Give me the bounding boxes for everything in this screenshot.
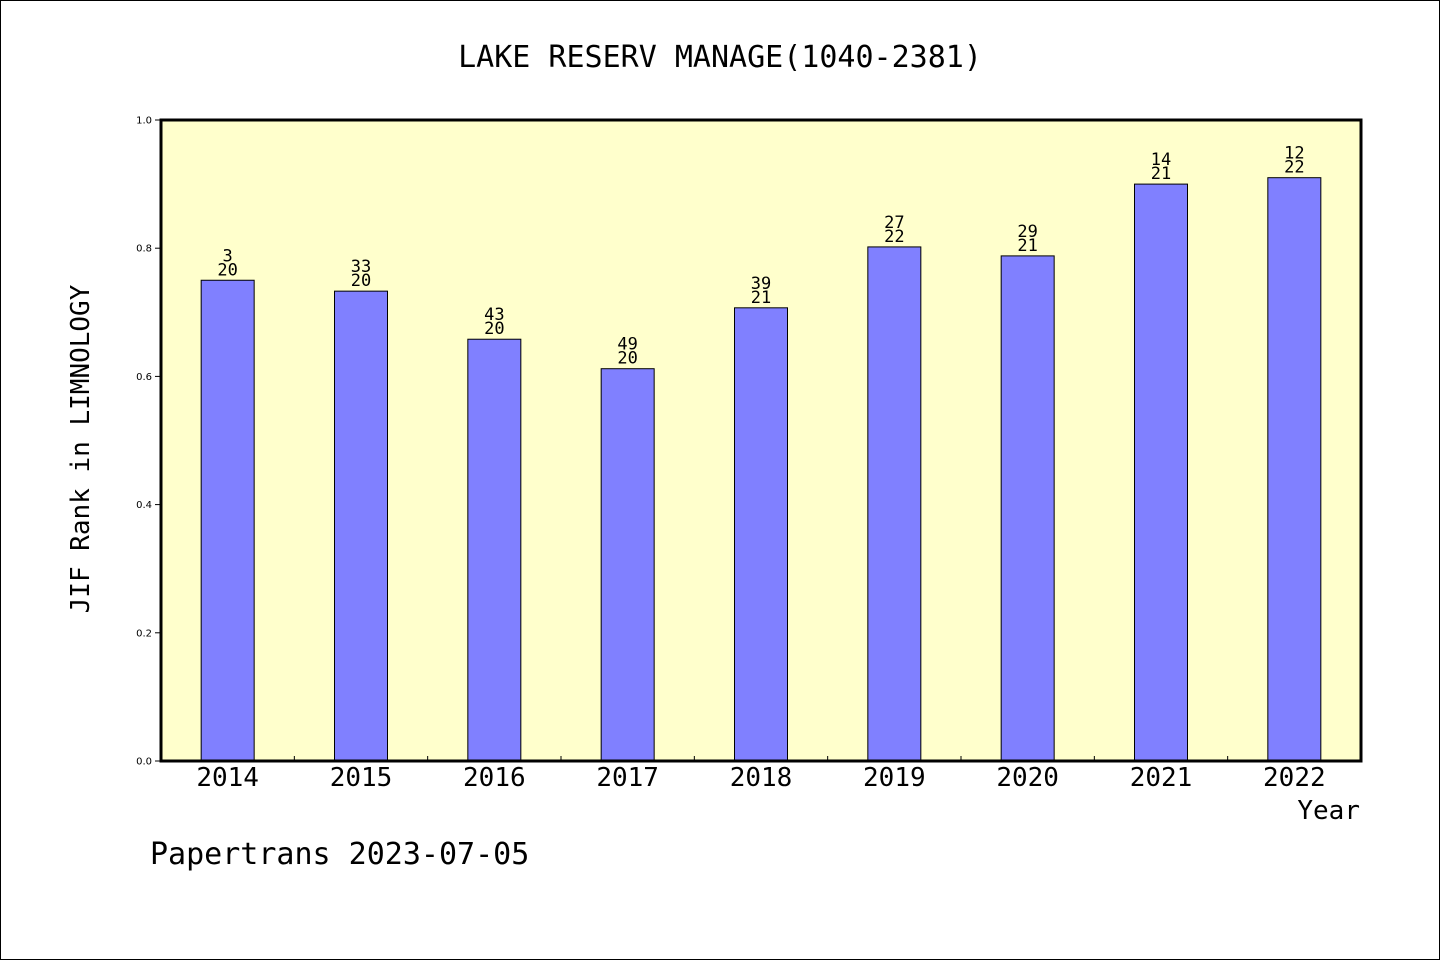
bar-2021 <box>1134 183 1188 762</box>
data-label-bottom-2022: 22 <box>1284 158 1304 178</box>
data-label-bottom-2016: 20 <box>484 319 504 339</box>
x-axis: 2014 2015 2016 2017 2018 2019 2020 2021 2022 <box>196 756 1326 793</box>
y-axis-label: JIF Rank in LIMNOLOGY <box>66 284 96 613</box>
x-tick-label-2021: 2021 <box>1130 763 1193 793</box>
x-axis-label: Year <box>1297 796 1360 826</box>
bar-2017 <box>600 368 655 762</box>
y-tick-label-2: 0.4 <box>136 500 152 511</box>
x-tick-label-2014: 2014 <box>196 763 259 793</box>
data-label-bottom-2020: 21 <box>1017 236 1037 256</box>
bar-2016 <box>467 338 522 762</box>
chart-title: LAKE RESERV MANAGE(1040-2381) <box>458 40 982 75</box>
data-label-top-2019: 27 <box>884 213 904 233</box>
data-label-bottom-2018: 21 <box>751 288 771 308</box>
data-label-bottom-2019: 22 <box>884 227 904 247</box>
data-label-top-2021: 14 <box>1151 150 1171 170</box>
x-tick-label-2015: 2015 <box>330 763 393 793</box>
bar-2015 <box>334 290 388 762</box>
data-label-top-2014: 3 <box>223 246 233 266</box>
x-tick-label-2020: 2020 <box>996 763 1059 793</box>
y-tick-label-0: 0.0 <box>136 757 152 768</box>
data-label-top-2016: 43 <box>484 305 504 325</box>
y-tick-label-3: 0.6 <box>136 372 152 383</box>
y-tick-label-1: 0.2 <box>136 628 152 639</box>
y-tick-label-5: 1.0 <box>136 116 152 127</box>
x-tick-label-2022: 2022 <box>1263 763 1326 793</box>
bar-2020 <box>1000 255 1055 762</box>
bar-2014 <box>200 279 255 762</box>
bar-2018 <box>734 307 788 762</box>
y-axis: 0.0 0.2 0.4 0.6 0.8 1.0 <box>136 116 161 768</box>
bars-layer <box>200 177 1322 762</box>
data-label-top-2018: 39 <box>751 274 771 294</box>
footer-credit: Papertrans 2023-07-05 <box>150 837 529 872</box>
data-label-top-2017: 49 <box>617 335 637 355</box>
data-label-bottom-2015: 20 <box>351 271 371 291</box>
data-label-top-2015: 33 <box>351 257 371 277</box>
data-label-bottom-2017: 20 <box>617 349 637 369</box>
data-label-top-2020: 29 <box>1017 222 1037 242</box>
data-label-top-2022: 12 <box>1284 144 1304 164</box>
data-label-bottom-2014: 20 <box>217 260 237 280</box>
y-tick-label-4: 0.8 <box>136 244 152 255</box>
x-tick-label-2018: 2018 <box>730 763 793 793</box>
x-tick-label-2016: 2016 <box>463 763 526 793</box>
plot-border <box>159 118 1363 763</box>
data-label-bottom-2021: 21 <box>1151 164 1171 184</box>
bar-2022 <box>1267 177 1322 762</box>
bar-2019 <box>867 246 922 762</box>
x-tick-label-2017: 2017 <box>596 763 659 793</box>
x-tick-label-2019: 2019 <box>863 763 926 793</box>
